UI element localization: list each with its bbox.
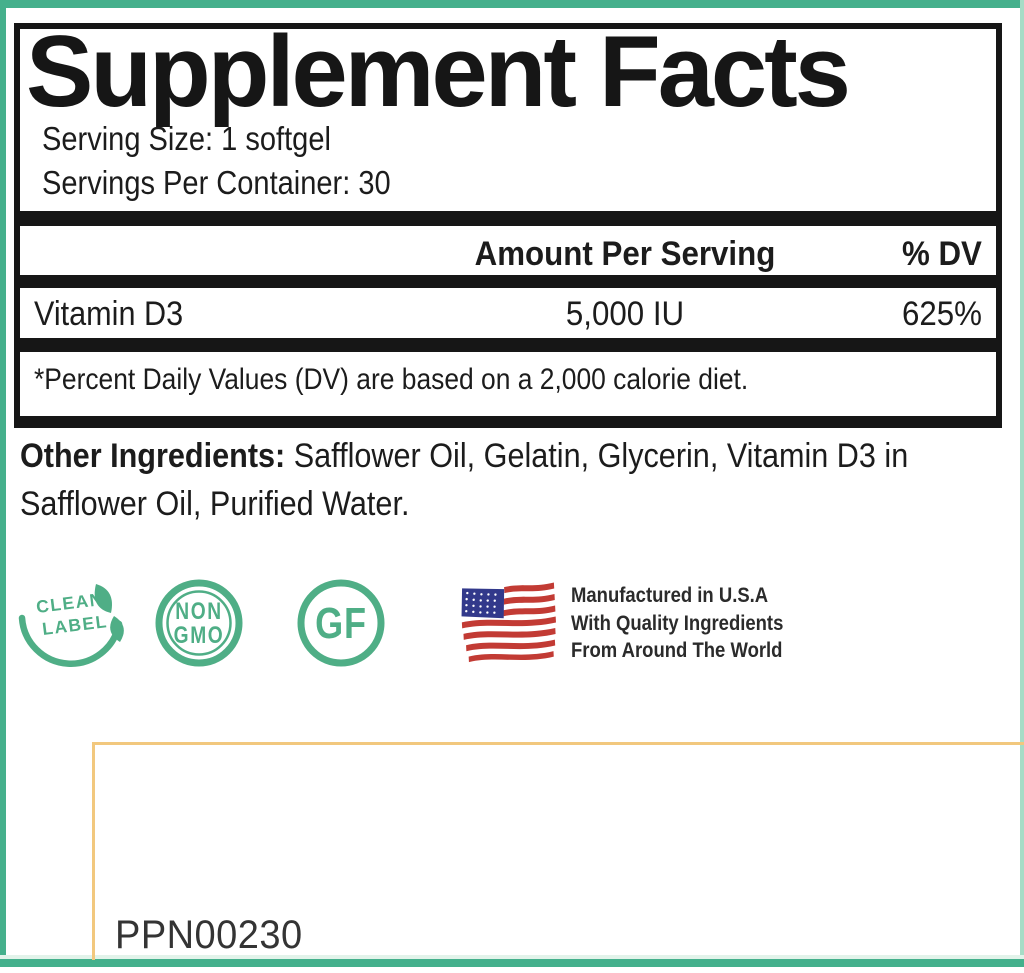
other-ingredients: Other Ingredients: Safflower Oil, Gelati… [20, 432, 929, 528]
serving-size: Serving Size: 1 softgel [42, 120, 331, 157]
table-row: Vitamin D3 5,000 IU 625% [20, 295, 996, 335]
other-ingredients-text: Safflower Oil, Gelatin, Glycerin, Vitami… [20, 437, 909, 523]
panel-title: Supplement Facts [26, 16, 851, 128]
non-gmo-text-1: NON [175, 597, 222, 625]
frame-bottom-bar [0, 959, 1024, 967]
nutrient-dv: 625% [901, 295, 982, 333]
frame-right-bar [1020, 0, 1024, 963]
divider-bar-thick-2 [20, 275, 996, 288]
gluten-free-text: GF [315, 599, 367, 648]
made-in-line-2: With Quality Ingredients [571, 611, 784, 635]
non-gmo-text-2: GMO [174, 621, 225, 649]
product-code-box: PPN00230 [92, 742, 1024, 960]
made-in-line-1: Manufactured in U.S.A [571, 584, 769, 607]
dv-footnote: *Percent Daily Values (DV) are based on … [34, 363, 749, 396]
nutrient-amount: 5,000 IU [565, 295, 685, 333]
made-in-text: Manufactured in U.S.A With Quality Ingre… [571, 582, 783, 665]
usa-flag-icon [461, 582, 556, 663]
made-in-line-3: From Around The World [571, 639, 783, 662]
serving-info: Serving Size: 1 softgel Servings Per Con… [42, 117, 391, 205]
frame-bottom-highlight [0, 955, 1024, 959]
divider-bar-thick-1 [20, 211, 996, 226]
product-code: PPN00230 [115, 913, 303, 957]
supplement-facts-panel: Supplement Facts Serving Size: 1 softgel… [14, 19, 1002, 428]
non-gmo-icon: NON GMO [155, 579, 243, 667]
frame-left-bar [0, 0, 6, 963]
servings-per-container: Servings Per Container: 30 [42, 164, 391, 201]
nutrient-name: Vitamin D3 [34, 295, 184, 333]
column-header-dv: % DV [902, 235, 982, 273]
table-header-row: Amount Per Serving % DV [20, 235, 996, 275]
column-header-amount: Amount Per Serving [474, 235, 776, 273]
frame-top-bar [0, 0, 1024, 8]
gluten-free-icon: GF [297, 579, 385, 667]
divider-bar-thick-3 [20, 338, 996, 352]
other-ingredients-label: Other Ingredients: [20, 437, 286, 475]
clean-label-icon: CLEAN LABEL [18, 584, 124, 667]
